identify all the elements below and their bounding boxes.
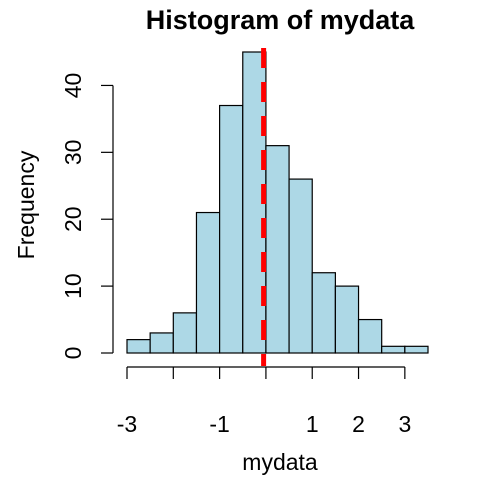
bar [219, 104, 244, 354]
x-axis-label: mydata [242, 449, 318, 475]
y-axis-label: Frequency [13, 150, 39, 259]
bar [404, 345, 429, 354]
x-tick-label: 1 [306, 411, 319, 437]
y-tick-label: 0 [60, 347, 86, 360]
chart-title: Histogram of mydata [146, 5, 416, 35]
x-tick-label: 2 [352, 411, 365, 437]
bar [311, 272, 336, 354]
y-tick-label: 30 [60, 140, 86, 166]
x-tick-label: -3 [117, 411, 137, 437]
bar [334, 285, 360, 354]
bar [357, 318, 383, 354]
y-tick-label: 40 [60, 73, 86, 99]
x-tick-label: -1 [209, 411, 229, 437]
x-tick-label: 3 [398, 411, 411, 437]
bar [172, 312, 198, 354]
bar [126, 339, 151, 354]
y-tick-label: 20 [60, 206, 86, 232]
bar [381, 345, 406, 354]
y-tick-label: 10 [60, 273, 86, 299]
bar [195, 211, 221, 354]
bar [149, 332, 174, 354]
bar [288, 178, 313, 354]
bar [265, 145, 290, 354]
